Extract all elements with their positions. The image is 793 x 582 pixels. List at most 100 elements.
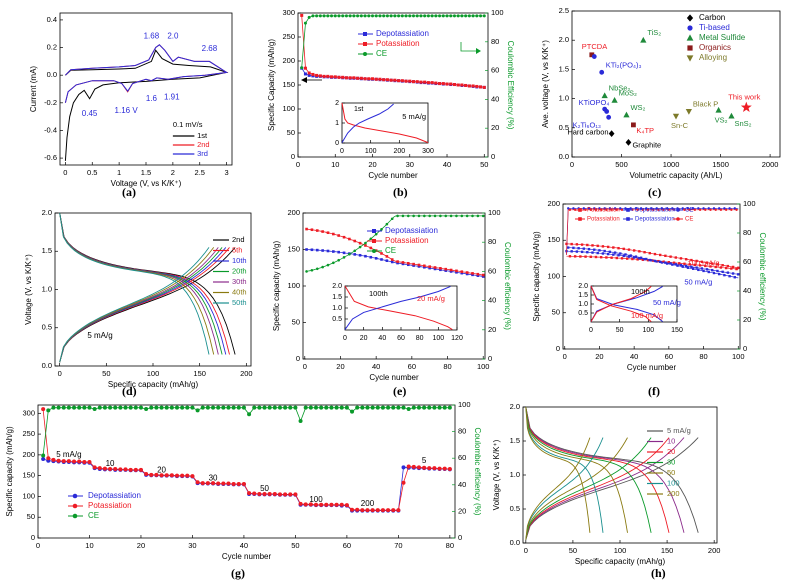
discharge-curve xyxy=(525,406,670,533)
x-tick-label: 20 xyxy=(595,352,603,361)
ce-axis-arrowhead xyxy=(476,48,481,54)
point-CE xyxy=(367,14,371,18)
point-CE xyxy=(481,214,485,218)
point-Potassiation xyxy=(311,72,315,76)
x-tick-label: 1000 xyxy=(663,160,680,169)
point xyxy=(627,255,631,258)
point-CE xyxy=(118,405,123,410)
material-label: TiS₂ xyxy=(647,28,661,37)
point xyxy=(575,250,579,253)
point-CE xyxy=(412,214,415,218)
point-Depotassiation xyxy=(476,274,480,277)
y2-axis-label: Coulombic Efficiency (%) xyxy=(506,41,515,130)
point-CE xyxy=(369,237,373,241)
y2-tick-label: 60 xyxy=(458,453,466,462)
legend-label: Depotassiation xyxy=(385,226,438,235)
point xyxy=(605,208,608,211)
point-Potassiation xyxy=(482,85,486,89)
point-Potassiation xyxy=(308,502,313,507)
x-tick-label: 0 xyxy=(303,362,307,371)
point-CE xyxy=(72,405,77,410)
point-CE xyxy=(423,14,427,18)
charge-curve-5th xyxy=(59,247,230,363)
point-CE xyxy=(439,214,442,218)
x-axis-label: Specific capacity (mAh/g) xyxy=(108,380,199,389)
discharge-curve-20th xyxy=(59,212,223,355)
x-tick-label: 150 xyxy=(193,369,206,378)
point xyxy=(721,264,724,267)
point-CE xyxy=(321,265,324,269)
point xyxy=(617,254,620,257)
point-Potassiation xyxy=(175,473,179,478)
point xyxy=(641,258,645,261)
legend-label: 5th xyxy=(232,245,242,254)
discharge-curve xyxy=(525,406,685,533)
point-CE xyxy=(190,405,195,410)
point-Potassiation xyxy=(449,82,453,86)
point-Potassiation xyxy=(315,73,319,77)
point xyxy=(624,207,627,210)
point-Potassiation xyxy=(314,502,318,507)
point-Potassiation xyxy=(252,491,257,496)
x-tick-label: 1 xyxy=(117,168,121,177)
point-Potassiation xyxy=(231,481,236,486)
point-Potassiation xyxy=(465,271,469,274)
point-CE xyxy=(154,405,159,410)
legend-marker xyxy=(626,208,630,212)
point-CE xyxy=(277,405,282,410)
x-tick-label: 20 xyxy=(360,335,368,342)
point-CE xyxy=(344,405,349,410)
point-Potassiation xyxy=(169,473,174,478)
point-CE xyxy=(221,405,226,410)
point xyxy=(620,257,624,260)
point-Potassiation xyxy=(369,246,373,250)
peak-annotation: 2.0 xyxy=(167,32,179,41)
point xyxy=(709,265,712,268)
point-CE xyxy=(293,405,298,410)
x-tick-label: 0 xyxy=(58,369,62,378)
discharge-curve xyxy=(525,406,652,533)
x-tick-label: 40 xyxy=(372,362,380,371)
legend-marker xyxy=(686,34,694,41)
point xyxy=(711,268,714,272)
point xyxy=(619,252,622,255)
point-CE xyxy=(133,405,138,410)
point-Potassiation xyxy=(471,272,474,275)
legend-label: 50 xyxy=(667,468,675,477)
material-point xyxy=(606,114,612,120)
point xyxy=(716,263,719,266)
material-label: KTiOPO₄ xyxy=(579,98,610,107)
point-CE xyxy=(475,14,479,18)
rate-label: 10 xyxy=(106,459,115,468)
point-CE xyxy=(433,214,437,218)
point-CE xyxy=(417,214,421,218)
point-Potassiation xyxy=(363,77,367,81)
point-Potassiation xyxy=(400,79,404,83)
material-label: Hard carbon xyxy=(567,128,608,137)
point-CE xyxy=(385,14,389,18)
point-Potassiation xyxy=(123,467,128,472)
legend-title: 0.1 mV/s xyxy=(173,120,203,129)
point xyxy=(582,247,586,250)
legend-label: Depotassiation xyxy=(376,29,429,38)
legend-label: Depotassiation xyxy=(635,208,675,214)
point xyxy=(598,207,601,210)
point-Potassiation xyxy=(378,77,382,81)
point-Potassiation xyxy=(419,80,423,84)
x-tick-label: 150 xyxy=(661,546,674,555)
point-Potassiation xyxy=(180,473,185,478)
point xyxy=(568,208,572,211)
point-Depotassiation xyxy=(412,264,415,267)
point-CE xyxy=(108,405,113,410)
x-tick-label: 0 xyxy=(63,168,67,177)
point xyxy=(622,254,625,258)
legend-label: Potassiation xyxy=(88,501,132,510)
point xyxy=(712,271,716,275)
x-tick-label: 50 xyxy=(480,160,488,169)
point-CE xyxy=(365,405,370,410)
y-tick-label: 0.2 xyxy=(47,43,57,52)
material-point xyxy=(608,130,615,137)
point xyxy=(724,208,728,211)
